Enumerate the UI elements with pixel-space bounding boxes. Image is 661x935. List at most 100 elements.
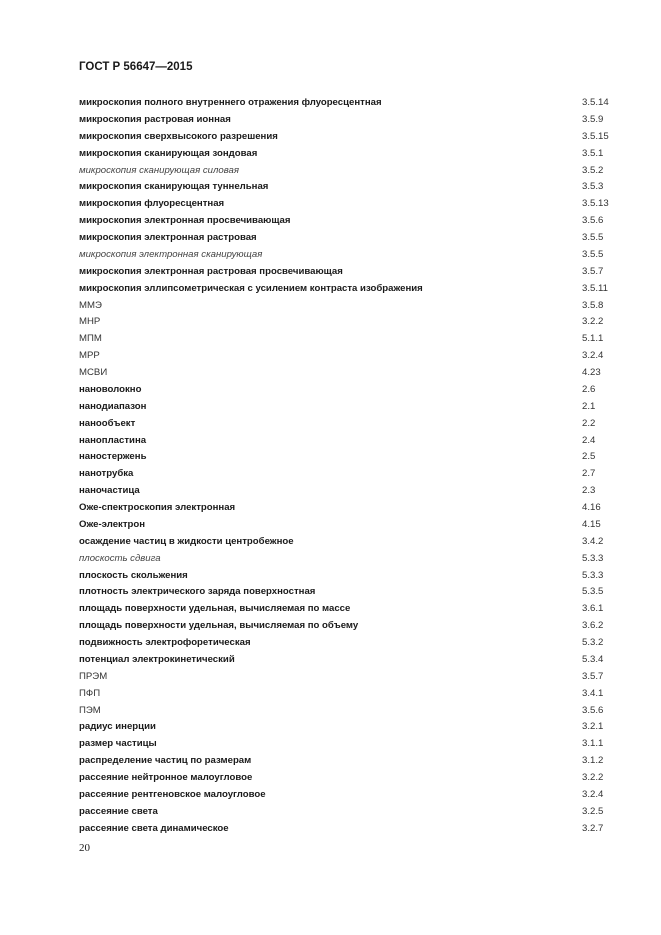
index-term: наностержень (79, 451, 147, 463)
index-term: микроскопия электронная растровая (79, 232, 257, 243)
index-reference: 3.5.15 (582, 130, 609, 142)
index-reference: 3.5.7 (582, 670, 604, 682)
index-entry: рассеяние света 3.2.5 (79, 804, 619, 821)
index-term: ПЭМ (79, 704, 101, 716)
index-entry: микроскопия сканирующая зондовая 3.5.1 (79, 146, 619, 163)
index-reference: 2.3 (582, 485, 596, 497)
index-term: ПРЭМ (79, 670, 108, 682)
index-entry: микроскопия электронная сканирующая 3.5.5 (79, 247, 619, 264)
index-reference: 2.7 (582, 468, 596, 480)
index-entry: ММЭ 3.5.8 (79, 298, 619, 315)
index-term: нанопластина (79, 434, 147, 446)
index-entry: нанотрубка 2.7 (79, 466, 619, 483)
index-entry: микроскопия растровая ионная 3.5.9 (79, 112, 619, 129)
index-term: плотность электрического заряда поверхно… (79, 586, 316, 598)
index-entry: микроскопия сверхвысокого разрешения 3.5.… (79, 129, 619, 146)
index-reference: 5.3.3 (582, 569, 604, 581)
index-entry: нанопластина 2.4 (79, 433, 619, 450)
index-entry: площадь поверхности удельная, вычисляема… (79, 618, 619, 635)
document-header: ГОСТ Р 56647—2015 (79, 61, 193, 73)
index-reference: 3.5.6 (582, 215, 604, 227)
index-reference: 3.1.1 (582, 738, 604, 750)
index-entry: плоскость скольжения 5.3.3 (79, 568, 619, 585)
index-entry: микроскопия электронная растровая 3.5.5 (79, 230, 619, 247)
index-entry: нановолокно 2.6 (79, 382, 619, 399)
index-reference: 5.1.1 (582, 333, 604, 345)
index-entry: наностержень 2.5 (79, 449, 619, 466)
index-reference: 3.2.2 (582, 772, 604, 783)
index-entry: рассеяние света динамическое 3.2.7 (79, 821, 619, 838)
index-reference: 3.5.8 (582, 299, 604, 311)
index-term: ММЭ (79, 299, 102, 311)
index-term: плоскость скольжения (79, 569, 188, 581)
index-term: микроскопия эллипсометрическая с усилени… (79, 282, 423, 294)
index-reference: 3.4.2 (582, 535, 604, 547)
index-reference: 2.1 (582, 400, 596, 412)
index-entry: микроскопия электронная просвечивающая 3.… (79, 213, 619, 230)
index-reference: 4.23 (582, 367, 601, 378)
index-term: микроскопия флуоресцентная (79, 198, 225, 210)
index-term: МСВИ (79, 367, 108, 378)
index-entry: нанообъект 2.2 (79, 416, 619, 433)
index-term: МНР (79, 316, 101, 328)
index-term: потенциал электрокинетический (79, 653, 235, 665)
index-reference: 2.4 (582, 434, 596, 446)
index-term: рассеяние рентгеновское малоугловое (79, 788, 266, 800)
index-entry: Оже-спектроскопия электронная 4.16 (79, 500, 619, 517)
index-reference: 3.5.6 (582, 704, 604, 716)
index-term: микроскопия сканирующая зондовая (79, 147, 258, 159)
index-reference: 3.5.1 (582, 147, 604, 159)
page-number: 20 (79, 842, 90, 854)
index-reference: 4.16 (582, 502, 601, 513)
index-term: радиус инерции (79, 721, 156, 733)
index-term: микроскопия электронная просвечивающая (79, 215, 291, 227)
index-reference: 3.1.2 (582, 755, 604, 767)
index-reference: 3.6.2 (582, 620, 604, 632)
index-reference: 3.2.1 (582, 721, 604, 733)
index-reference: 3.5.5 (582, 248, 604, 260)
index-term: площадь поверхности удельная, вычисляема… (79, 603, 351, 615)
index-reference: 5.3.4 (582, 653, 604, 665)
index-entry: микроскопия флуоресцентная 3.5.13 (79, 196, 619, 213)
index-reference: 4.15 (582, 518, 601, 530)
index-term: распределение частиц по размерам (79, 755, 252, 767)
index-reference: 3.2.4 (582, 788, 604, 800)
index-term: нановолокно (79, 383, 142, 395)
index-term: микроскопия растровая ионная (79, 113, 231, 125)
index-entry: микроскопия электронная растровая просве… (79, 264, 619, 281)
index-reference: 3.5.2 (582, 164, 604, 176)
index-entry: микроскопия эллипсометрическая с усилени… (79, 281, 619, 298)
index-term: плоскость сдвига (79, 552, 161, 564)
index-entry: МНР 3.2.2 (79, 314, 619, 331)
index-entry: радиус инерции 3.2.1 (79, 719, 619, 736)
index-entry: МСВИ 4.23 (79, 365, 619, 382)
index-term: микроскопия полного внутреннего отражени… (79, 97, 382, 108)
index-term: микроскопия сканирующая туннельная (79, 181, 269, 193)
index-term: микроскопия сверхвысокого разрешения (79, 130, 278, 142)
index-reference: 2.2 (582, 417, 596, 429)
index-term: МПМ (79, 333, 102, 345)
index-reference: 2.5 (582, 451, 596, 463)
index-entry: МПМ 5.1.1 (79, 331, 619, 348)
index-entry: микроскопия сканирующая силовая 3.5.2 (79, 163, 619, 180)
index-reference: 5.3.5 (582, 586, 604, 598)
index-reference: 3.5.11 (582, 282, 608, 294)
index-entry: микроскопия полного внутреннего отражени… (79, 95, 619, 112)
index-reference: 3.5.3 (582, 181, 604, 193)
index-entry: наночастица 2.3 (79, 483, 619, 500)
index-entry: осаждение частиц в жидкости центробежное… (79, 534, 619, 551)
index-entry: потенциал электрокинетический 5.3.4 (79, 652, 619, 669)
index-entry: МРР 3.2.4 (79, 348, 619, 365)
index-entry: рассеяние нейтронное малоугловое 3.2.2 (79, 770, 619, 787)
index-list: микроскопия полного внутреннего отражени… (79, 95, 619, 838)
index-reference: 3.5.7 (582, 265, 604, 277)
index-term: ПФП (79, 687, 101, 699)
index-reference: 5.3.3 (582, 552, 604, 564)
index-term: рассеяние нейтронное малоугловое (79, 772, 253, 783)
index-entry: размер частицы 3.1.1 (79, 736, 619, 753)
index-reference: 3.4.1 (582, 687, 604, 699)
index-entry: микроскопия сканирующая туннельная 3.5.3 (79, 179, 619, 196)
index-reference: 3.5.14 (582, 97, 609, 108)
index-term: микроскопия сканирующая силовая (79, 164, 240, 176)
index-entry: нанодиапазон 2.1 (79, 399, 619, 416)
